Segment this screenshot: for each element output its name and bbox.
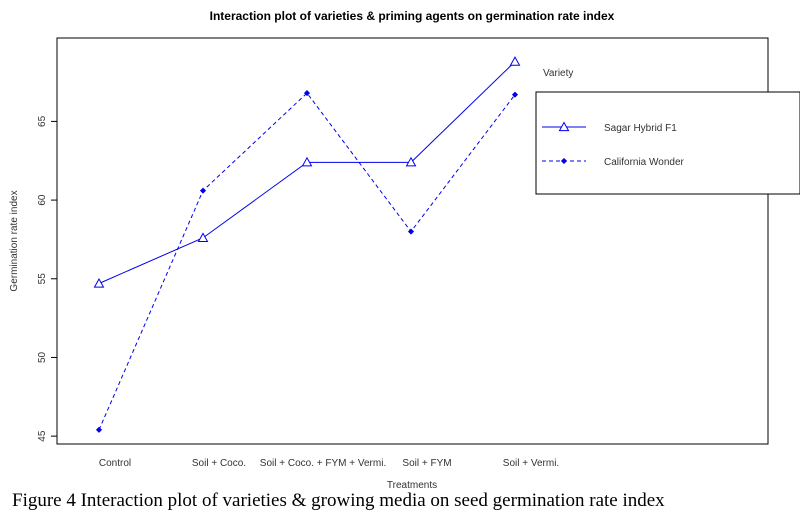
y-tick-label: 60 bbox=[37, 194, 48, 206]
interaction-plot: Interaction plot of varieties & priming … bbox=[9, 9, 800, 490]
data-point bbox=[509, 56, 521, 66]
y-tick-label: 50 bbox=[37, 351, 48, 363]
figure-caption: Figure 4 Interaction plot of varieties &… bbox=[12, 490, 665, 511]
y-axis: 45 50 55 60 65 bbox=[37, 115, 57, 442]
x-tick-label: Soil + Coco. + FYM + Vermi. bbox=[260, 458, 386, 469]
x-axis: Control Soil + Coco. Soil + Coco. + FYM + … bbox=[99, 458, 559, 469]
x-tick-label: Soil + Vermi. bbox=[503, 458, 559, 469]
chart-title: Interaction plot of varieties & priming … bbox=[210, 9, 615, 23]
legend-entries: Sagar Hybrid F1 California Wonder bbox=[542, 121, 685, 168]
data-point bbox=[197, 232, 209, 242]
y-tick-label: 65 bbox=[37, 115, 48, 127]
data-point bbox=[301, 156, 313, 167]
legend-marker bbox=[558, 121, 570, 132]
data-point bbox=[407, 228, 415, 235]
x-tick-label: Soil + FYM bbox=[402, 458, 451, 469]
data-point bbox=[303, 89, 311, 97]
y-axis-label: Germination rate index bbox=[9, 190, 20, 291]
y-tick-label: 45 bbox=[37, 430, 48, 442]
data-point bbox=[511, 91, 519, 98]
legend-label: California Wonder bbox=[604, 157, 685, 168]
legend-box bbox=[535, 91, 800, 195]
data-point bbox=[199, 187, 207, 194]
data-point bbox=[95, 426, 103, 433]
legend: Variety Sagar Hybrid F1 California Wonder bbox=[535, 68, 800, 195]
legend-marker bbox=[560, 157, 568, 165]
y-tick-label: 55 bbox=[37, 273, 48, 285]
x-axis-label: Treatments bbox=[387, 480, 437, 490]
legend-label: Sagar Hybrid F1 bbox=[604, 123, 677, 134]
data-point bbox=[405, 156, 417, 167]
plot-frame bbox=[56, 37, 769, 445]
series-layer bbox=[93, 56, 521, 433]
legend-title: Variety bbox=[543, 68, 573, 79]
series-line-california-wonder bbox=[98, 92, 516, 431]
x-tick-label: Control bbox=[99, 458, 131, 469]
x-tick-label: Soil + Coco. bbox=[192, 458, 246, 469]
data-point bbox=[93, 277, 105, 288]
